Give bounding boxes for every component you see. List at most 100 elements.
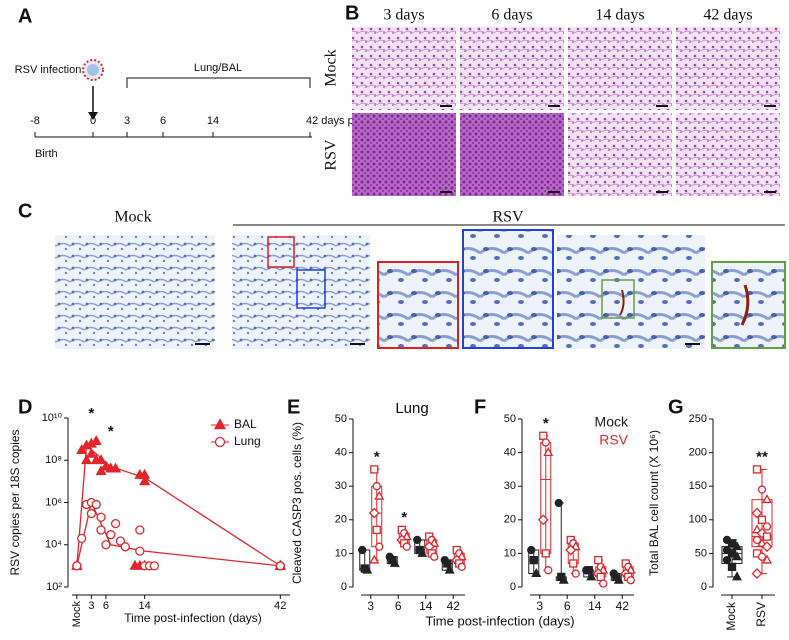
y-tick-label: 30 [335,480,347,492]
point [96,512,106,522]
point [402,542,411,551]
point [727,562,737,571]
micrograph-texture [232,235,370,349]
point [91,499,101,510]
y-tick-label: 10¹⁰ [42,412,63,424]
x-tick-label: RSV [754,602,768,627]
point [558,574,569,584]
point [762,532,772,541]
panel-label: D [18,396,32,418]
timeline-label: 6 [160,115,166,127]
point [96,525,106,535]
point [761,541,773,553]
y-tick-label: 10² [46,581,62,593]
legend-label: RSV [599,432,628,448]
x-axis-label: Time post-infection (days) [425,613,574,628]
micrograph-texture [676,27,780,110]
bracket [126,77,311,88]
x-tick-label: 3 [88,600,94,612]
mean-line [76,500,281,567]
y-axis-label: RSV copies per 18S copies [8,429,22,575]
timeline-label: 14 [207,115,219,127]
x-tick-label: 3 [367,599,374,613]
micrograph-texture [460,113,564,196]
micrograph-texture [568,113,672,196]
y-tick-label: 20 [335,514,347,526]
y-axis-label: Cleaved CASP3 pos. cells (%) [290,422,304,584]
significance: * [543,415,549,432]
x-tick-label: 6 [395,599,402,613]
point [531,568,542,578]
birth-label: Birth [35,148,58,160]
column-label: 14 days [595,7,644,24]
point [76,444,88,455]
mock-label: Mock [114,209,151,226]
point [751,507,763,519]
y-tick-label: 0 [510,581,516,593]
point [358,545,367,555]
micrograph-texture [464,231,552,347]
point [110,518,121,529]
point [732,541,742,551]
point [135,546,145,556]
point [443,559,452,568]
panel-label: C [18,200,32,222]
point [115,536,126,546]
point [430,552,439,561]
y-axis-label: Total BAL cell count (X 10⁶) [647,430,661,576]
point [537,514,549,526]
point [732,551,742,561]
panel-c: Mock RSV [55,209,786,349]
x-axis-label: Time post-infection (days) [124,611,262,625]
point [120,542,130,552]
y-tick-label: 0 [701,581,707,593]
point [539,431,548,440]
y-tick-label: 10⁶ [45,496,62,508]
timeline-label: 42 days p. i. [306,115,365,127]
point [762,554,772,564]
inset-box [601,279,635,319]
micrograph-texture [352,113,456,196]
column-label: 3 days [383,7,424,24]
point [594,555,603,565]
x-tick-label: 42 [616,599,630,613]
y-tick-label: 40 [504,447,516,459]
point [106,530,116,540]
panel-label: B [345,2,359,24]
y-tick-label: 10⁴ [45,539,62,551]
point [413,535,422,545]
point [372,525,381,535]
legend-label: Lung [234,434,261,448]
point [389,557,400,567]
point [95,465,107,476]
point [727,549,737,558]
point [565,544,577,556]
point [368,507,380,519]
period-label: Lung/BAL [194,62,242,74]
point [541,438,550,447]
point [369,554,380,564]
micrograph-texture [676,113,780,196]
x-tick-label: 42 [447,599,461,613]
panel-b: Mock RSV [323,49,340,170]
panel-label: E [287,396,300,418]
point [375,542,384,551]
event-label: RSV infection [15,64,82,76]
y-tick-label: 10⁸ [45,454,62,466]
micrograph-texture [379,263,457,347]
point [586,571,597,581]
virus-core [87,64,99,76]
point [543,447,554,457]
point [86,508,97,519]
micrograph-texture [55,235,215,349]
x-tick-label: 6 [564,599,571,613]
y-tick-label: 150 [689,480,707,492]
point [554,498,563,508]
point [613,574,624,584]
panel-a: RSV infection Lung/BAL Birth [15,59,312,160]
inset-box [296,269,326,309]
point [529,555,538,565]
timeline-label: -8 [30,115,40,127]
point [457,562,466,571]
